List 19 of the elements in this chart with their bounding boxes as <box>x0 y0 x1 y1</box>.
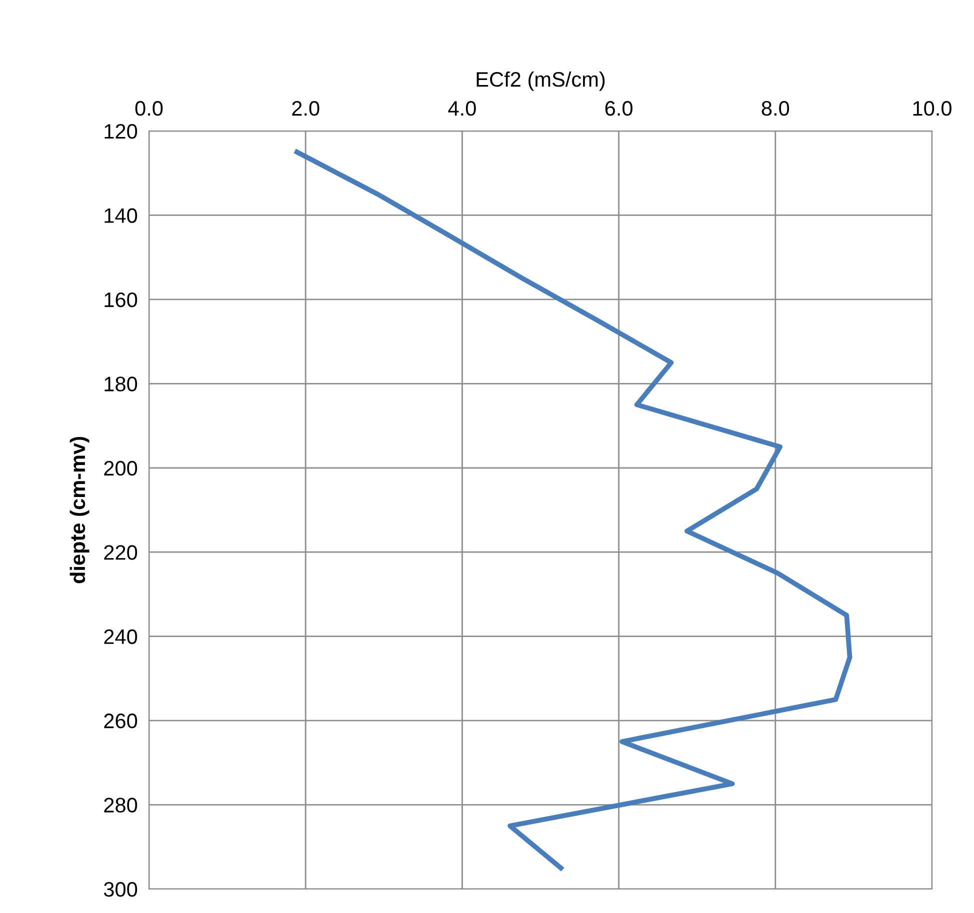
y-tick-label: 160 <box>104 292 138 308</box>
x-tick-label: 2.0 <box>292 101 320 116</box>
x-axis-title: ECf2 (mS/cm) <box>476 71 605 91</box>
line-series <box>294 150 852 870</box>
x-tick-label: 6.0 <box>605 101 632 116</box>
y-tick-label: 200 <box>104 460 138 476</box>
x-tick-label: 0.0 <box>135 101 163 116</box>
y-tick-label: 220 <box>104 545 138 560</box>
y-tick-label: 280 <box>104 798 138 813</box>
y-tick-label: 260 <box>104 714 138 728</box>
y-tick-label: 240 <box>104 629 138 644</box>
y-tick-label: 140 <box>104 208 138 223</box>
y-tick-label: 300 <box>104 882 138 897</box>
y-tick-label: 120 <box>104 124 138 139</box>
y-tick-label: 180 <box>104 376 138 392</box>
x-tick-label: 8.0 <box>762 101 790 116</box>
x-tick-label: 4.0 <box>448 101 476 116</box>
x-tick-label: 10.0 <box>913 101 952 116</box>
y-axis-title: diepte (cm-mv) <box>70 436 90 584</box>
